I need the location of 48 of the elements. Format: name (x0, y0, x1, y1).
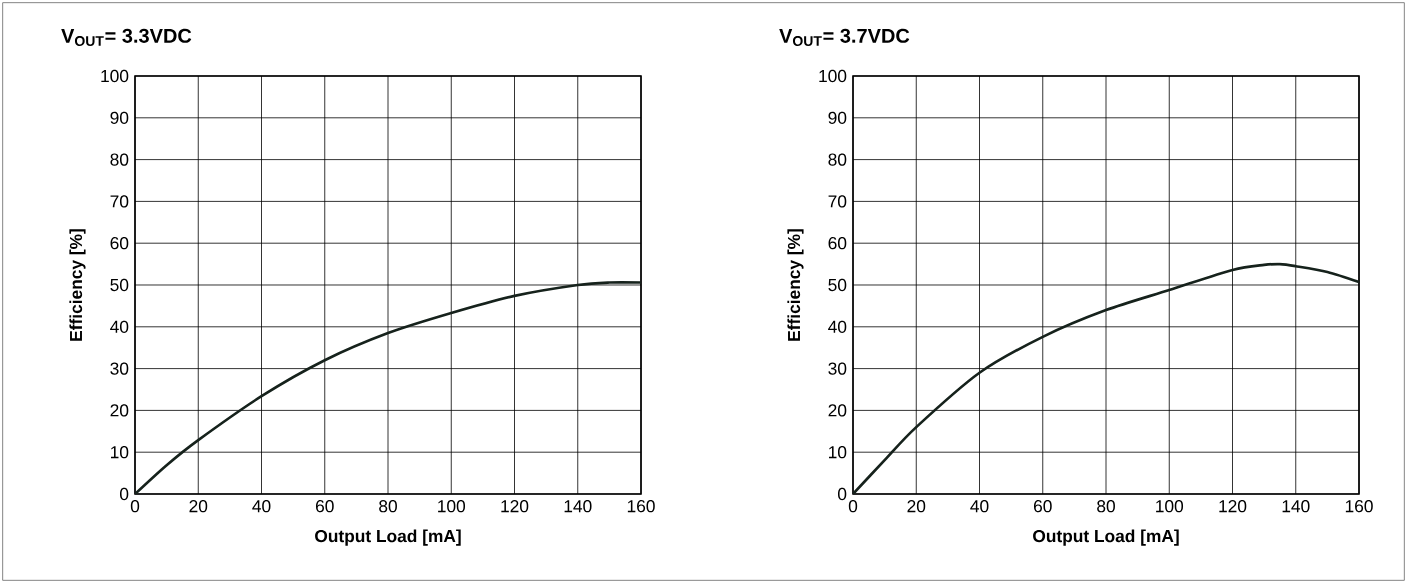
x-tick-label: 160 (627, 500, 655, 513)
y-tick-label: 90 (110, 111, 129, 124)
line-series (135, 281, 642, 494)
y-tick-label: 50 (110, 278, 129, 292)
x-tick-label: 60 (1034, 500, 1052, 513)
y-tick-label: 0 (837, 487, 847, 501)
x-tick-label: 40 (970, 500, 989, 513)
x-axis-title: Output Load [mA] (315, 529, 461, 546)
chart-title: V$_{OUT}$= 3.3VDC (61, 28, 192, 46)
x-tick-label: 20 (907, 500, 926, 513)
x-axis-title: Output Load [mA] (1033, 529, 1179, 546)
y-tick-label: 40 (110, 320, 129, 333)
y-tick-label: 10 (111, 446, 129, 459)
x-tick-label: 20 (189, 500, 208, 513)
y-tick-label: 70 (110, 195, 129, 208)
y-tick-label: 80 (110, 153, 129, 166)
x-tick-label: 160 (1345, 500, 1373, 513)
y-tick-label: 20 (828, 404, 847, 417)
x-tick-label: 120 (1219, 500, 1247, 513)
y-axis-title: Efficiency [%] (69, 229, 86, 341)
x-tick-label: 100 (1156, 500, 1184, 513)
y-tick-label: 60 (828, 237, 847, 250)
x-tick-label: 0 (848, 500, 858, 513)
y-tick-label: 70 (828, 195, 847, 208)
x-tick-label: 120 (501, 500, 529, 513)
line-series (853, 262, 1360, 494)
y-tick-label: 90 (828, 111, 847, 124)
y-tick-label: 40 (828, 320, 847, 333)
chart-title: V$_{OUT}$= 3.7VDC (779, 28, 910, 46)
x-tick-label: 140 (564, 500, 592, 513)
y-tick-label: 30 (828, 362, 847, 375)
y-tick-label: 30 (110, 362, 129, 375)
x-tick-label: 140 (1282, 500, 1310, 513)
x-tick-label: 100 (438, 500, 466, 513)
y-tick-label: 50 (828, 278, 847, 292)
y-tick-label: 100 (819, 69, 847, 83)
y-tick-label: 100 (101, 69, 129, 83)
x-tick-label: 80 (1097, 500, 1115, 513)
x-tick-label: 60 (315, 500, 334, 513)
y-tick-label: 10 (829, 446, 847, 459)
y-tick-label: 60 (110, 237, 129, 250)
x-tick-label: 80 (379, 500, 397, 513)
x-tick-label: 40 (252, 500, 271, 513)
y-tick-label: 20 (110, 404, 129, 417)
x-tick-label: 0 (130, 500, 140, 513)
y-tick-label: 80 (828, 153, 847, 166)
y-axis-title: Efficiency [%] (787, 229, 804, 341)
y-tick-label: 0 (119, 487, 129, 501)
